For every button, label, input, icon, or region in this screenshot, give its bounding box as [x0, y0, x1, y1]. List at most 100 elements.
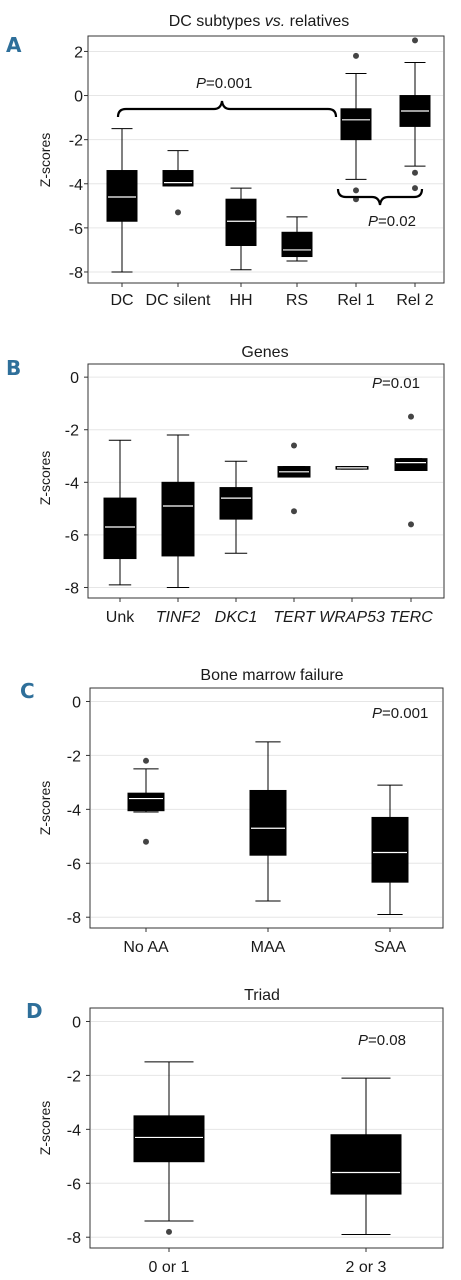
- panel-d-boxes: [133, 1061, 402, 1236]
- box-plot-1: [103, 439, 137, 586]
- panel-c-y-tick: -4: [67, 802, 81, 819]
- panel-c-y-tick: -2: [67, 748, 81, 765]
- box-plot-1: [106, 128, 138, 273]
- outlier-point: [412, 169, 418, 176]
- panel-c-frame: [89, 687, 444, 929]
- panel-d-title: Triad: [244, 987, 280, 1004]
- panel-b: B Genes Z-scores 0 -2 -4 -6 -8 Unk TINF2…: [6, 344, 445, 626]
- panel-b-boxes: [103, 413, 428, 588]
- panel-d-y-ticks: 0 -2 -4 -6 -8: [67, 1014, 90, 1247]
- panel-b-category: Unk: [106, 609, 135, 626]
- panel-a: A DC subtypes vs. relatives Z-scores 2 0…: [6, 13, 445, 309]
- panel-a-category: HH: [229, 292, 252, 309]
- box-plot-4: [281, 216, 313, 262]
- panel-b-y-tick: -8: [65, 580, 79, 597]
- panel-a-category: RS: [286, 292, 308, 309]
- panel-b-grid: [89, 376, 443, 588]
- panel-b-category: TINF2: [156, 609, 201, 626]
- panel-b-y-ticks: 0 -2 -4 -6 -8: [65, 370, 88, 597]
- panel-a-y-tick: 0: [74, 89, 83, 106]
- panel-c-y-ticks: 0 -2 -4 -6 -8: [67, 694, 90, 927]
- outlier-point: [412, 185, 418, 192]
- panel-a-boxes: [106, 37, 431, 273]
- panel-a-grid: [89, 50, 443, 273]
- box-plot-2: [330, 1077, 402, 1236]
- box-plot-2: [162, 150, 194, 216]
- box-plot-3: [219, 460, 253, 554]
- box: [371, 816, 409, 883]
- box: [249, 789, 287, 856]
- panel-c-boxes: [127, 741, 409, 916]
- panel-c-y-tick: -6: [67, 856, 81, 873]
- panel-b-y-tick: 0: [70, 370, 79, 387]
- box: [330, 1134, 402, 1195]
- panel-c-p-value: P=0.001: [372, 705, 428, 722]
- outlier-point: [166, 1228, 172, 1235]
- outlier-point: [412, 37, 418, 44]
- panel-b-y-tick: -4: [65, 475, 79, 492]
- panel-a-p-value-2: P=0.02: [368, 213, 416, 230]
- panel-b-categories: Unk TINF2 DKC1 TERT WRAP53 TERC: [106, 598, 433, 626]
- box-plot-3: [225, 187, 257, 271]
- box-plot-5: [335, 466, 369, 470]
- panel-a-y-tick: -6: [69, 221, 83, 238]
- box-plot-6: [399, 37, 431, 192]
- panel-a-title: DC subtypes vs. relatives: [169, 13, 350, 30]
- panel-d-label: D: [26, 999, 43, 1023]
- panel-c-y-axis-label: Z-scores: [37, 781, 53, 835]
- panel-d-y-tick: 0: [72, 1014, 81, 1031]
- box-plot-2: [161, 434, 195, 588]
- panel-a-bracket-relatives: [336, 188, 424, 206]
- panel-d-y-tick: -2: [67, 1068, 81, 1085]
- panel-d-p-value: P=0.08: [358, 1032, 406, 1049]
- panel-c-y-tick: 0: [72, 694, 81, 711]
- panel-b-frame: [87, 363, 445, 599]
- panel-b-p-value: P=0.01: [372, 375, 420, 392]
- panel-b-category: TERT: [273, 609, 316, 626]
- panel-b-label: B: [6, 356, 21, 380]
- panel-b-title: Genes: [241, 344, 288, 361]
- panel-c-y-tick: -8: [67, 910, 81, 927]
- panel-d-y-tick: -8: [67, 1230, 81, 1247]
- outlier-point: [408, 413, 414, 420]
- panel-a-y-axis-label: Z-scores: [37, 133, 53, 187]
- outlier-point: [143, 838, 149, 845]
- panel-c-category: SAA: [374, 939, 406, 956]
- panel-b-category: WRAP53: [319, 609, 385, 626]
- box: [394, 458, 428, 471]
- panel-a-y-tick: -4: [69, 177, 83, 194]
- panel-a-y-tick: 2: [74, 44, 83, 61]
- box-plot-3: [371, 784, 409, 916]
- box-plot-1: [133, 1061, 205, 1235]
- panel-a-categories: DC DC silent HH RS Rel 1 Rel 2: [110, 283, 434, 309]
- box: [106, 170, 138, 222]
- box: [340, 108, 372, 141]
- panel-c-categories: No AA MAA SAA: [123, 928, 406, 956]
- panel-c-category: No AA: [123, 939, 169, 956]
- box: [127, 792, 165, 812]
- panel-a-category: DC: [110, 292, 133, 309]
- box: [219, 487, 253, 520]
- panel-d-category: 0 or 1: [149, 1259, 190, 1276]
- box-plot-1: [127, 757, 165, 845]
- panel-a-p-value-1: P=0.001: [196, 75, 252, 92]
- box-plot-6: [394, 413, 428, 528]
- panel-a-category: Rel 1: [337, 292, 374, 309]
- outlier-point: [291, 508, 297, 515]
- outlier-point: [353, 52, 359, 59]
- box: [162, 170, 194, 187]
- panel-a-y-tick: -8: [69, 265, 83, 282]
- panel-c-category: MAA: [251, 939, 286, 956]
- panel-c-title: Bone marrow failure: [200, 667, 343, 684]
- outlier-point: [143, 757, 149, 764]
- box: [281, 231, 313, 258]
- panel-b-y-axis-label: Z-scores: [37, 451, 53, 505]
- panel-a-frame: [87, 35, 445, 284]
- outlier-point: [291, 442, 297, 449]
- panel-c-label: C: [20, 679, 35, 703]
- panel-d-y-axis-label: Z-scores: [37, 1101, 53, 1155]
- panel-a-y-tick: -2: [69, 133, 83, 150]
- outlier-point: [353, 187, 359, 194]
- panel-d-categories: 0 or 1 2 or 3: [149, 1248, 387, 1276]
